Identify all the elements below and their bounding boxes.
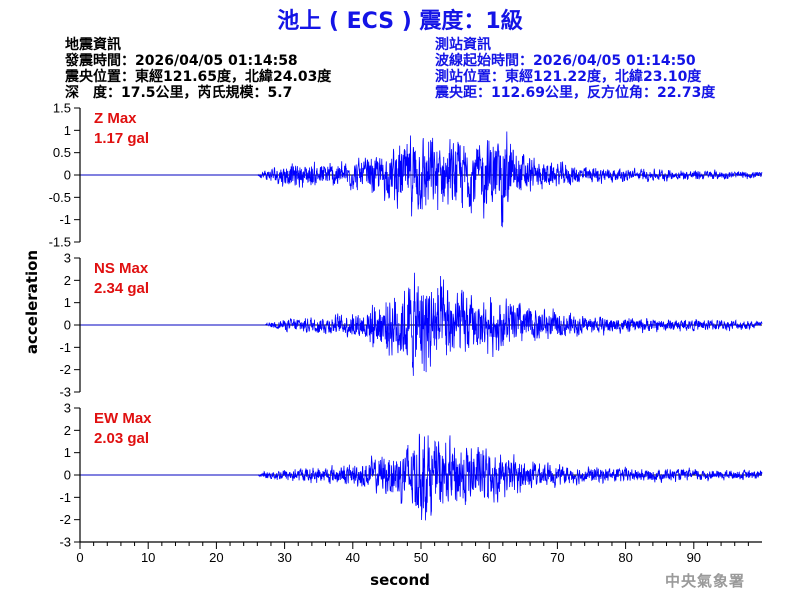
y-tick-label: -0.5	[49, 190, 71, 205]
max-label: NS Max	[94, 260, 149, 277]
y-tick-label: -1.5	[49, 235, 71, 250]
y-tick-label: 1	[64, 445, 71, 460]
y-tick-label: 0	[64, 318, 71, 333]
x-axis-label: second	[370, 571, 430, 589]
depth-magnitude: 深 度：17.5公里，芮氏規模：5.7	[65, 84, 292, 101]
waveform-trace-ns	[80, 272, 763, 376]
origin-time: 發震時間：2026/04/05 01:14:58	[64, 52, 298, 69]
x-tick-label: 50	[414, 550, 428, 565]
y-tick-label: -3	[59, 535, 71, 550]
y-tick-label: 0.5	[53, 145, 71, 160]
event-info-heading: 地震資訊	[65, 36, 121, 53]
max-value: 1.17 gal	[94, 130, 149, 147]
waveform-trace-z	[80, 131, 763, 228]
x-tick-label: 90	[687, 550, 701, 565]
chart-title: 池上 ( ECS ) 震度：1級	[277, 8, 522, 34]
y-tick-label: 2	[64, 273, 71, 288]
y-tick-label: 3	[64, 251, 71, 266]
waveform-start-time: 波線起始時間：2026/04/05 01:14:50	[435, 52, 696, 69]
y-tick-label: -1	[59, 490, 71, 505]
y-tick-label: 0	[64, 168, 71, 183]
y-tick-label: 0	[64, 468, 71, 483]
x-tick-label: 80	[618, 550, 632, 565]
x-tick-label: 70	[550, 550, 564, 565]
epicentral-distance: 震央距：112.69公里，反方位角：22.73度	[434, 84, 716, 101]
y-tick-label: -1	[59, 340, 71, 355]
station-location: 測站位置：東經121.22度，北緯23.10度	[435, 68, 702, 85]
y-tick-label: 2	[64, 423, 71, 438]
max-label: Z Max	[94, 110, 137, 127]
y-tick-label: -2	[59, 512, 71, 527]
panel-ew: -3 -2 -1 0 1 2 3 EW Max 2.03 gal	[59, 401, 763, 550]
x-tick-label: 40	[346, 550, 360, 565]
max-label: EW Max	[94, 410, 152, 427]
station-info-heading: 測站資訊	[435, 36, 491, 53]
x-tick-label: 60	[482, 550, 496, 565]
x-tick-label: 30	[277, 550, 291, 565]
y-tick-label: 1.5	[53, 101, 71, 116]
event-info: 地震資訊 發震時間：2026/04/05 01:14:58 震央位置：東經121…	[64, 36, 332, 101]
y-tick-label: 3	[64, 401, 71, 416]
x-tick-label: 0	[76, 550, 83, 565]
y-tick-label: -3	[59, 385, 71, 400]
y-tick-label: 1	[64, 123, 71, 138]
waveform-panels: -1.5 -1 -0.5 0 0.5 1 1.5 Z Max 1.17 gal -3 -2 -1 0 1 2…	[49, 101, 763, 565]
epicenter-location: 震央位置：東經121.65度，北緯24.03度	[64, 68, 332, 85]
x-axis: 0 10 20 30 40 50 60 70 80 90	[76, 541, 762, 565]
y-tick-label: 1	[64, 295, 71, 310]
x-tick-label: 10	[141, 550, 155, 565]
y-tick-label: -2	[59, 362, 71, 377]
y-axis-label: acceleration	[23, 250, 41, 354]
station-info: 測站資訊 波線起始時間：2026/04/05 01:14:50 測站位置：東經1…	[434, 36, 716, 101]
max-value: 2.34 gal	[94, 280, 149, 297]
x-tick-label: 20	[209, 550, 223, 565]
waveform-trace-ew	[80, 433, 763, 521]
max-value: 2.03 gal	[94, 430, 149, 447]
panel-z: -1.5 -1 -0.5 0 0.5 1 1.5 Z Max 1.17 gal	[49, 101, 763, 250]
agency-credit: 中央氣象署	[665, 572, 745, 590]
panel-ns: -3 -2 -1 0 1 2 3 NS Max 2.34 gal	[59, 251, 763, 400]
y-tick-label: -1	[59, 212, 71, 227]
